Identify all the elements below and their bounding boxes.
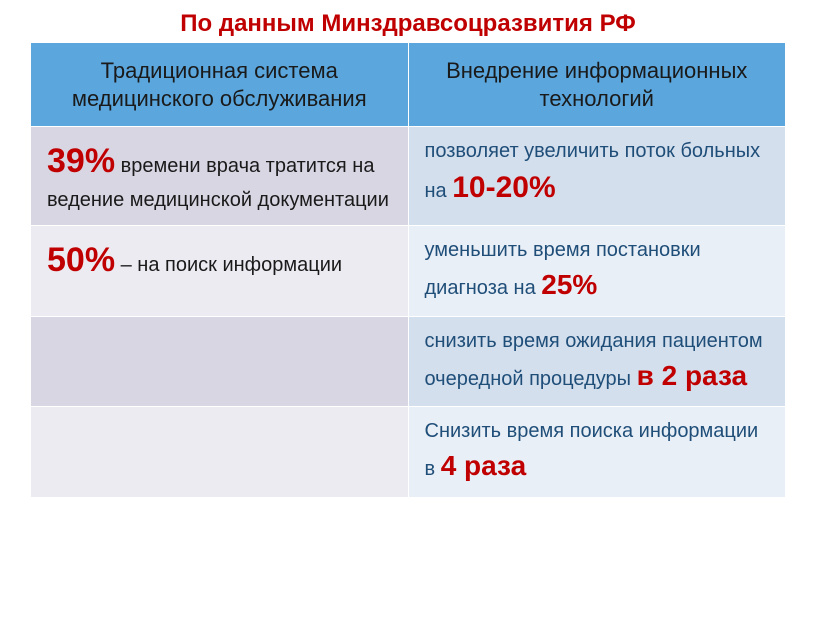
cell-right: Снизить время поиска информации в 4 раза xyxy=(408,407,786,498)
table-row: 50% – на поиск информации уменьшить врем… xyxy=(31,226,786,317)
cell-right: позволяет увеличить поток больных на 10-… xyxy=(408,127,786,226)
emphasis-value: 4 раза xyxy=(441,450,527,481)
table-row: снизить время ожидания пациентом очередн… xyxy=(31,316,786,407)
slide-title: По данным Минздравсоцразвития РФ xyxy=(0,10,816,38)
comparison-table: Традиционная система медицинского обслуж… xyxy=(30,42,786,498)
emphasis-value: 25% xyxy=(541,269,597,300)
table-row: 39% времени врача тратится на ведение ме… xyxy=(31,127,786,226)
emphasis-value: 39% xyxy=(47,142,115,180)
header-left: Традиционная система медицинского обслуж… xyxy=(31,43,409,127)
header-right: Внедрение информационных технологий xyxy=(408,43,786,127)
comparison-table-wrap: Традиционная система медицинского обслуж… xyxy=(30,42,786,498)
cell-right: снизить время ожидания пациентом очередн… xyxy=(408,316,786,407)
cell-right: уменьшить время постановки диагноза на 2… xyxy=(408,226,786,317)
cell-left xyxy=(31,407,409,498)
table-header-row: Традиционная система медицинского обслуж… xyxy=(31,43,786,127)
emphasis-value: 10-20% xyxy=(452,171,555,204)
cell-text: – на поиск информации xyxy=(115,254,342,276)
emphasis-value: в 2 раза xyxy=(637,360,747,391)
table-row: Снизить время поиска информации в 4 раза xyxy=(31,407,786,498)
cell-left: 39% времени врача тратится на ведение ме… xyxy=(31,127,409,226)
cell-left xyxy=(31,316,409,407)
cell-left: 50% – на поиск информации xyxy=(31,226,409,317)
emphasis-value: 50% xyxy=(47,241,115,279)
